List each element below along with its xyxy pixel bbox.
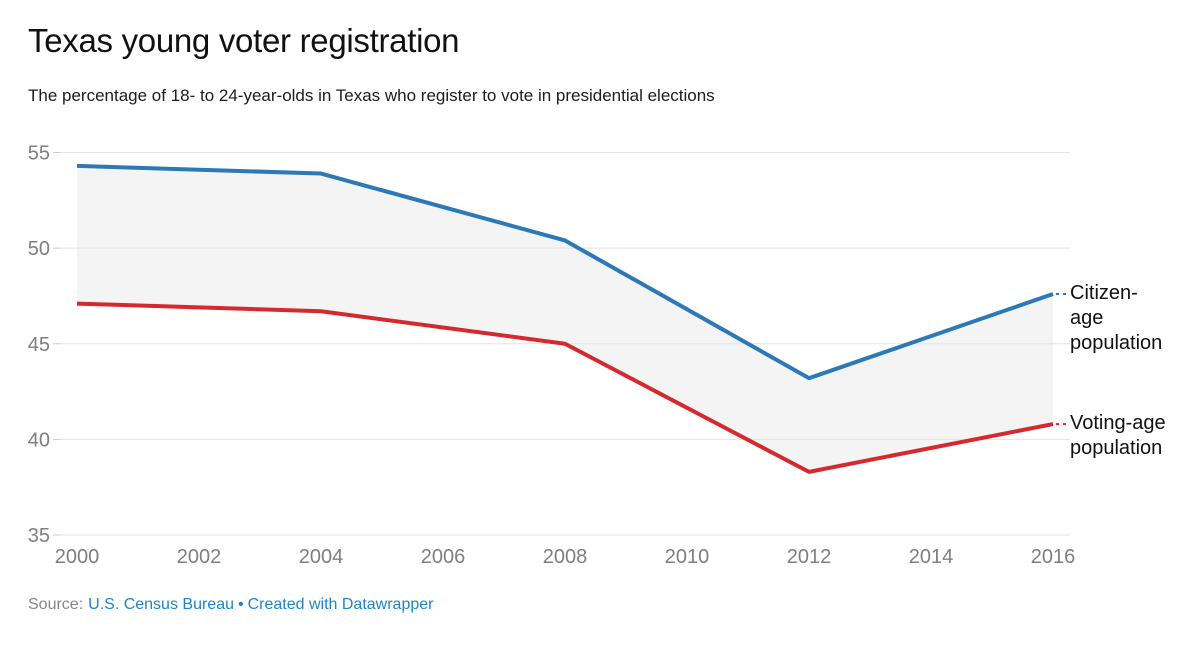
y-axis-tick-label: 40 xyxy=(28,429,50,451)
x-axis-tick-label: 2016 xyxy=(1031,546,1076,568)
line-citizen-age-population[interactable] xyxy=(76,163,1054,381)
chart-subtitle: The percentage of 18- to 24-year-olds in… xyxy=(28,86,715,105)
band-between-lines xyxy=(77,165,1053,472)
y-axis-tick-label: 55 xyxy=(28,143,50,165)
x-axis-tick-label: 2000 xyxy=(55,546,100,568)
y-axis-tick-label: 50 xyxy=(28,238,50,260)
x-axis-tick-label: 2012 xyxy=(787,546,832,568)
source-link[interactable]: U.S. Census Bureau xyxy=(88,596,234,613)
line-voting-age-population[interactable] xyxy=(76,301,1054,474)
line-label-voting-age-population: Voting-age population xyxy=(1070,412,1166,460)
x-axis-tick-label: 2014 xyxy=(909,546,954,568)
chart-title: Texas young voter registration xyxy=(28,22,460,59)
line-label-citizen-age-population: Citizen-age population xyxy=(1070,282,1163,355)
y-axis-tick-label: 35 xyxy=(28,525,50,547)
chart-footer: Source: U.S. Census Bureau • Created with D… xyxy=(28,596,433,614)
x-axis-tick-label: 2004 xyxy=(299,546,344,568)
x-axis-tick-label: 2002 xyxy=(177,546,222,568)
x-axis-tick-label: 2006 xyxy=(421,546,466,568)
datawrapper-credit-link[interactable]: Created with Datawrapper xyxy=(247,596,434,613)
x-axis-tick-label: 2010 xyxy=(665,546,710,568)
source-label: Source: xyxy=(28,596,84,613)
footer-separator: • xyxy=(238,596,244,613)
x-axis-tick-label: 2008 xyxy=(543,546,588,568)
y-axis-tick-label: 45 xyxy=(28,334,50,356)
